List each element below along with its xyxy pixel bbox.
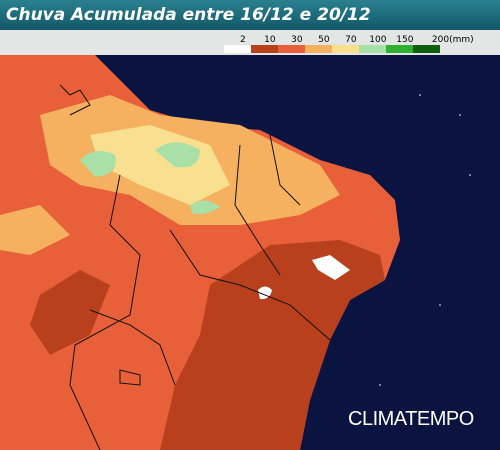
legend-label: 10 — [264, 35, 276, 45]
legend-swatch — [332, 45, 359, 53]
legend-swatch — [278, 45, 305, 53]
legend-label: 2 — [240, 35, 246, 45]
legend-swatch — [413, 45, 440, 53]
legend: 2 10 30 50 70 100 150 200(mm) — [0, 30, 500, 55]
rain-heavy — [30, 270, 110, 355]
legend-label: 150 — [396, 35, 413, 45]
map — [0, 55, 471, 450]
stars — [379, 94, 471, 386]
legend-label: 50 — [318, 35, 330, 45]
legend-label: 200(mm) — [432, 35, 474, 45]
rain-light — [90, 125, 230, 205]
legend-swatch — [251, 45, 278, 53]
legend-label: 100 — [369, 35, 386, 45]
legend-label: 30 — [291, 35, 303, 45]
legend-label: 70 — [345, 35, 357, 45]
no-rain — [258, 255, 350, 300]
legend-swatch — [305, 45, 332, 53]
rain-heavy — [160, 240, 385, 450]
rain-minimal — [80, 142, 220, 215]
borders — [59, 84, 331, 450]
title: Chuva Acumulada entre 16/12 e 20/12 — [0, 0, 500, 30]
legend-swatch — [224, 45, 251, 53]
rain-moderate — [0, 205, 70, 255]
legend-swatch — [359, 45, 386, 53]
watermark: CLIMATEMPO — [348, 408, 474, 430]
legend-swatch — [386, 45, 413, 53]
